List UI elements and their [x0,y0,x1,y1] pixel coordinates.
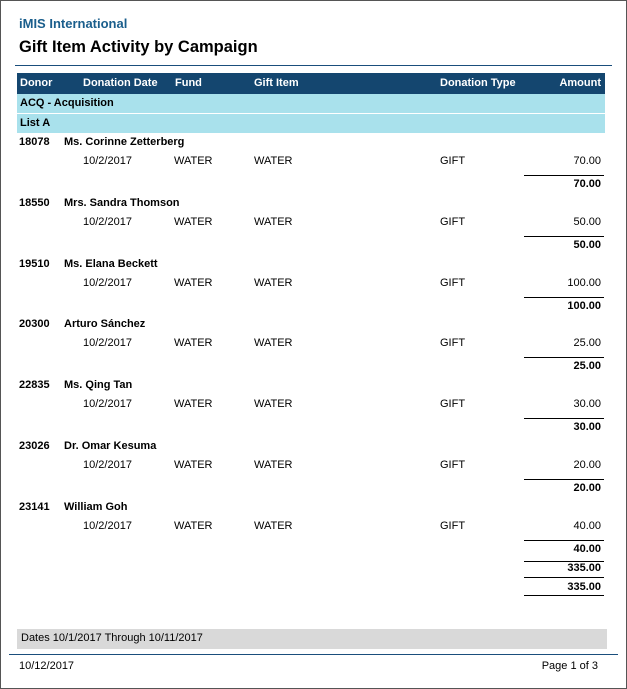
column-header-fund: Fund [175,77,202,89]
donation-type: GIFT [440,459,466,471]
date-range-bar: Dates 10/1/2017 Through 10/11/2017 [17,629,607,649]
campaign-total: 335.00 [567,581,601,593]
gift-item: WATER [254,216,293,228]
donor-name: Ms. Elana Beckett [64,258,158,270]
campaign-group-header: ACQ - Acquisition [17,94,605,113]
donation-type: GIFT [440,398,466,410]
donation-date: 10/2/2017 [83,277,132,289]
donation-amount: 50.00 [573,216,601,228]
list-label: List A [20,117,51,129]
donor-name: Ms. Qing Tan [64,379,133,391]
subtotal-rule [524,297,604,298]
donor-name: Ms. Corinne Zetterberg [64,136,185,148]
fund: WATER [174,459,213,471]
campaign-total-rule [524,577,604,578]
subtotal-rule [524,236,604,237]
fund: WATER [174,337,213,349]
footer-divider [9,654,618,655]
donation-type: GIFT [440,277,466,289]
list-group-header: List A [17,114,605,133]
donor-id: 18078 [19,136,50,148]
column-header-donation-type: Donation Type [440,77,516,89]
subtotal-rule [524,479,604,480]
donation-date: 10/2/2017 [83,337,132,349]
report-title: Gift Item Activity by Campaign [19,38,258,56]
fund: WATER [174,155,213,167]
list-total-rule [524,561,604,562]
list-total: 335.00 [567,562,601,574]
donor-id: 23026 [19,440,50,452]
fund: WATER [174,398,213,410]
donation-amount: 25.00 [573,337,601,349]
gift-item: WATER [254,398,293,410]
donor-id: 22835 [19,379,50,391]
gift-item: WATER [254,277,293,289]
donation-amount: 70.00 [573,155,601,167]
donation-amount: 40.00 [573,520,601,532]
donation-date: 10/2/2017 [83,398,132,410]
subtotal-rule [524,540,604,541]
grand-total-rule [524,595,604,596]
page-number: Page 1 of 3 [541,660,598,672]
donation-amount: 20.00 [573,459,601,471]
donor-subtotal: 30.00 [573,421,601,433]
donation-amount: 30.00 [573,398,601,410]
column-header-row: Donor Donation Date Fund Gift Item Donat… [17,73,605,94]
donor-subtotal: 50.00 [573,239,601,251]
subtotal-rule [524,418,604,419]
column-header-donation-date: Donation Date [83,77,158,89]
subtotal-rule [524,175,604,176]
donor-name: Dr. Omar Kesuma [64,440,157,452]
donation-amount: 100.00 [567,277,601,289]
gift-item: WATER [254,459,293,471]
donation-type: GIFT [440,216,466,228]
campaign-label: ACQ - Acquisition [20,97,114,109]
donor-name: Arturo Sánchez [64,318,146,330]
column-header-gift-item: Gift Item [254,77,299,89]
donor-subtotal: 20.00 [573,482,601,494]
company-name: iMIS International [19,16,128,31]
donor-subtotal: 25.00 [573,360,601,372]
header-divider [15,65,612,66]
gift-item: WATER [254,155,293,167]
column-header-amount: Amount [559,77,601,89]
print-date: 10/12/2017 [19,660,75,672]
gift-item: WATER [254,520,293,532]
subtotal-rule [524,357,604,358]
donation-type: GIFT [440,155,466,167]
fund: WATER [174,277,213,289]
donor-id: 18550 [19,197,50,209]
donor-subtotal: 40.00 [573,543,601,555]
donation-date: 10/2/2017 [83,155,132,167]
donation-date: 10/2/2017 [83,459,132,471]
donor-subtotal: 70.00 [573,178,601,190]
gift-item: WATER [254,337,293,349]
fund: WATER [174,520,213,532]
column-header-donor: Donor [20,77,53,89]
date-range-text: Dates 10/1/2017 Through 10/11/2017 [21,632,203,644]
donor-name: William Goh [64,501,128,513]
donor-id: 23141 [19,501,50,513]
donor-name: Mrs. Sandra Thomson [64,197,180,209]
donation-type: GIFT [440,520,466,532]
donor-subtotal: 100.00 [567,300,601,312]
fund: WATER [174,216,213,228]
donation-date: 10/2/2017 [83,520,132,532]
donor-id: 20300 [19,318,50,330]
donor-id: 19510 [19,258,50,270]
donation-date: 10/2/2017 [83,216,132,228]
donation-type: GIFT [440,337,466,349]
